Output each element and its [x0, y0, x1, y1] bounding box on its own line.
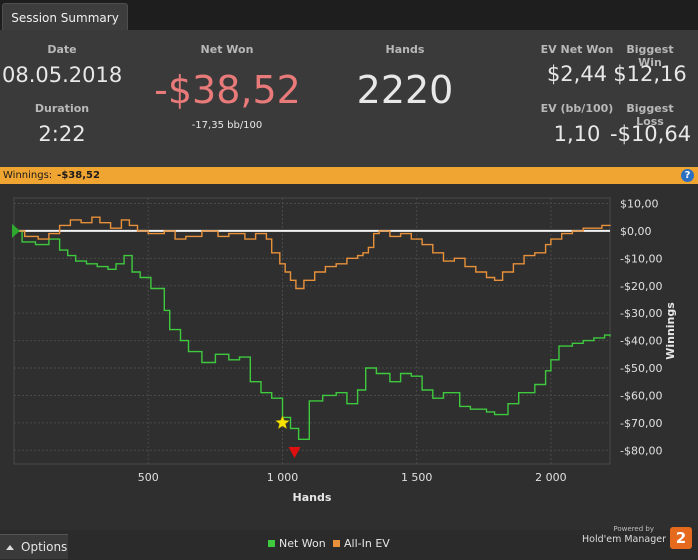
legend-item-all-in-ev[interactable]: All-In EV [333, 537, 390, 550]
plot-area [13, 197, 611, 465]
x-tick-label: 1 000 [267, 471, 299, 484]
biggest-win-value: $12,16 [613, 62, 687, 86]
brand-name: Hold'em Manager [582, 534, 666, 545]
all-in-ev-swatch [333, 540, 340, 547]
caret-up-icon [6, 544, 14, 550]
y-tick-label: -$10,00 [620, 252, 662, 265]
y-tick-label: -$40,00 [620, 335, 662, 348]
legend-item-net-won[interactable]: Net Won [268, 537, 326, 550]
date-value: 08.05.2018 [2, 63, 123, 87]
help-icon[interactable]: ? [681, 169, 694, 182]
biggest-loss-value: -$10,64 [610, 122, 692, 146]
winnings-chart: $10,00 $0,00 -$10,00 -$20,00 -$30,00 -$40,00 -… [12, 197, 677, 504]
winnings-label: Winnings: [3, 170, 53, 181]
tab-session-summary[interactable]: Session Summary [2, 3, 128, 31]
duration-label: Duration [34, 102, 90, 115]
hands-label: Hands [385, 43, 425, 56]
date-label: Date [47, 43, 77, 56]
ev-net-won-label: EV Net Won [540, 43, 614, 56]
netwon-value: -$38,52 [154, 68, 301, 112]
netwon-bb100: -17,35 bb/100 [191, 120, 263, 131]
net-won-line [14, 230, 611, 440]
tab-bar: Session Summary [0, 0, 698, 31]
y-tick-label: $10,00 [620, 197, 659, 210]
biggest-loss-label: Biggest Loss [626, 102, 674, 128]
netwon-label: Net Won [200, 43, 254, 56]
y-tick-label: -$80,00 [620, 444, 662, 457]
legend-label-net-won: Net Won [279, 537, 326, 550]
holdem-manager-logo: Powered by Hold'em Manager 2 [582, 525, 694, 557]
y-tick-label: $0,00 [620, 225, 652, 238]
x-tick-label: 1 500 [401, 471, 433, 484]
legend-label-all-in-ev: All-In EV [344, 537, 390, 550]
winnings-value: -$38,52 [57, 170, 100, 181]
bottom-bar: Options Net Won All-In EV Powered by Hol… [0, 525, 698, 560]
brand-badge-icon: 2 [670, 527, 692, 549]
y-tick-label: -$60,00 [620, 389, 662, 402]
duration-value: 2:22 [38, 122, 86, 146]
ev-net-won-value: $2,44 [546, 62, 608, 86]
biggest-win-star-icon [275, 415, 290, 430]
biggest-loss-triangle-icon [288, 447, 301, 459]
winnings-bar: Winnings: -$38,52 ? [0, 167, 698, 184]
biggest-win-label: Biggest Win [626, 43, 674, 69]
chart-area: $10,00 $0,00 -$10,00 -$20,00 -$30,00 -$40,00 -… [0, 184, 698, 530]
y-tick-label: -$20,00 [620, 280, 662, 293]
ev-bb100-value: 1,10 [553, 122, 601, 146]
y-axis-label: Winnings [664, 302, 677, 360]
x-tick-label: 500 [138, 471, 159, 484]
options-button[interactable]: Options [0, 534, 68, 559]
y-tick-label: -$30,00 [620, 307, 662, 320]
summary-panel: Date 08.05.2018 Duration 2:22 Net Won -$… [0, 30, 698, 167]
y-tick-label: -$50,00 [620, 362, 662, 375]
powered-by-text: Powered by [613, 525, 654, 533]
net-won-swatch [268, 540, 275, 547]
x-axis-label: Hands [293, 491, 332, 504]
start-marker-icon [12, 223, 20, 238]
x-tick-label: 2 000 [535, 471, 567, 484]
hands-value: 2220 [356, 68, 454, 112]
ev-bb100-label: EV (bb/100) [540, 102, 614, 115]
all-in-ev-line [14, 216, 611, 290]
y-tick-label: -$70,00 [620, 417, 662, 430]
options-label: Options [21, 540, 68, 554]
